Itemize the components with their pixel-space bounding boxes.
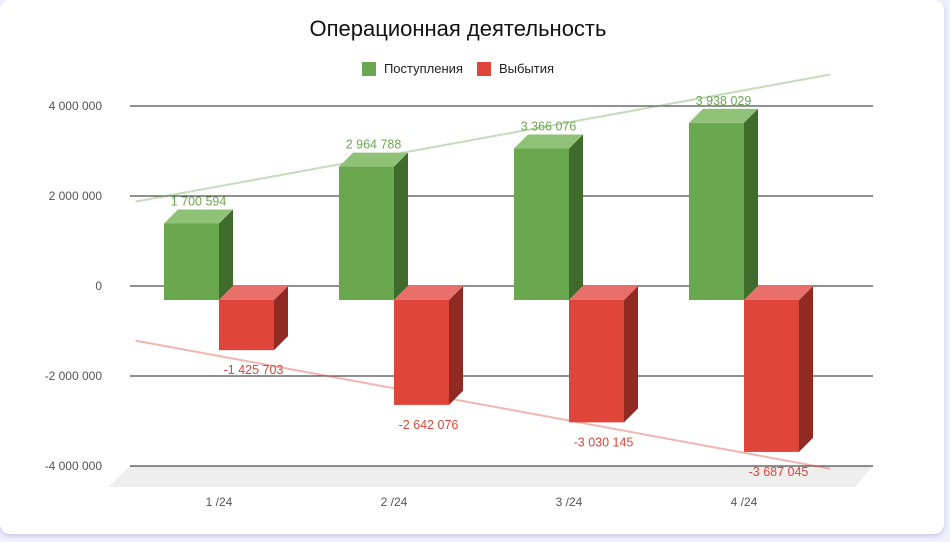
data-label: 2 964 788 <box>346 138 402 152</box>
trendline-outflows <box>135 339 831 470</box>
bar-inflow-top <box>164 209 233 224</box>
legend-item-outflows[interactable]: Выбытия <box>476 61 555 76</box>
legend-label-inflows: Поступления <box>383 61 463 76</box>
y-tick-label: 4 000 000 <box>49 99 103 113</box>
data-label: -3 687 045 <box>749 465 809 479</box>
bar-outflow-side <box>799 286 813 452</box>
bar-inflow-side <box>744 108 758 300</box>
bar-outflow-top <box>394 286 463 300</box>
bar-inflow-side <box>394 152 408 300</box>
bar-inflow <box>339 166 394 300</box>
bar-inflow-side <box>219 209 233 300</box>
bar-outflow-top <box>744 286 813 300</box>
data-label: -3 030 145 <box>574 435 634 449</box>
bar-outflow-side <box>624 286 638 423</box>
trendline-inflows <box>135 73 831 203</box>
data-label: 3 366 076 <box>521 120 577 134</box>
chart-floor <box>108 466 873 487</box>
legend-swatch-inflows <box>361 61 376 76</box>
bar-outflow-side <box>449 286 463 405</box>
bar-inflow <box>164 223 219 300</box>
bar-inflow-top <box>339 152 408 167</box>
bar-inflow <box>689 122 744 300</box>
bar-outflow-top <box>219 286 288 300</box>
chart-legend: Поступления Выбытия <box>0 61 916 76</box>
y-tick-label: -4 000 000 <box>45 459 103 473</box>
y-tick-label: -2 000 000 <box>45 369 103 383</box>
chart-plot: 4 000 000 2 000 000 0 -2 000 000 -4 000 000 1… <box>45 73 873 509</box>
bar-inflow-top <box>689 108 758 123</box>
bar-inflow-side <box>569 134 583 300</box>
x-tick-label: 3 /24 <box>556 495 583 509</box>
bar-outflow <box>744 300 799 452</box>
bar-outflow-side <box>274 286 288 351</box>
data-label: 1 700 594 <box>171 194 227 208</box>
y-tick-label: 2 000 000 <box>49 189 103 203</box>
chart-title: Операционная деятельность <box>309 16 607 41</box>
bar-inflow-top <box>514 134 583 149</box>
bar-outflow <box>219 300 274 351</box>
legend-swatch-outflows <box>476 61 491 76</box>
bar-inflow <box>514 148 569 300</box>
bar-outflow <box>394 300 449 405</box>
chart-card: Операционная деятельность Поступления Вы… <box>0 0 944 534</box>
x-tick-label: 4 /24 <box>731 495 758 509</box>
data-label: 3 938 029 <box>696 94 752 108</box>
y-tick-label: 0 <box>95 279 102 293</box>
x-tick-label: 1 /24 <box>206 495 233 509</box>
x-tick-label: 2 /24 <box>381 495 408 509</box>
legend-label-outflows: Выбытия <box>498 61 555 76</box>
data-label: -2 642 076 <box>399 418 459 432</box>
data-label: -1 425 703 <box>224 363 284 377</box>
bar-outflow-top <box>569 286 638 300</box>
bar-outflow <box>569 300 624 423</box>
legend-item-inflows[interactable]: Поступления <box>361 61 463 76</box>
